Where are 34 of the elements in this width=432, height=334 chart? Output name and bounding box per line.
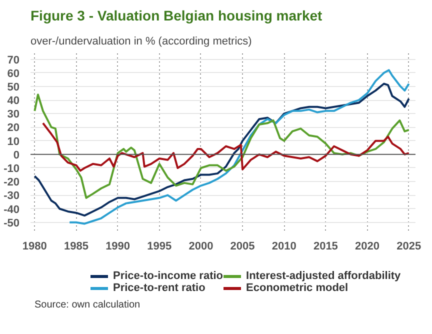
y-tick-label: -30 xyxy=(4,190,20,202)
y-tick-label: -20 xyxy=(4,176,20,189)
line-series xyxy=(34,94,410,199)
y-tick-label: 10 xyxy=(7,136,20,148)
y-tick-label: -50 xyxy=(4,217,20,230)
y-tick-label: 20 xyxy=(7,122,20,134)
x-tick-label: 2005 xyxy=(230,240,255,252)
line-series xyxy=(42,122,410,172)
x-tick-label: 1990 xyxy=(106,240,130,252)
y-tick-label: 50 xyxy=(7,81,20,94)
x-tick-label: 2000 xyxy=(188,240,214,252)
chart-title: Figure 3 - Valuation Belgian housing market xyxy=(30,8,323,24)
x-tick-label: 1980 xyxy=(22,240,47,252)
y-tick-label: 30 xyxy=(7,108,20,121)
x-tick-label: 2020 xyxy=(355,240,380,252)
y-tick-label: 0 xyxy=(13,149,20,162)
legend-label: Price-to-rent ratio xyxy=(113,282,206,294)
y-tick-label: 40 xyxy=(7,95,20,108)
chart-subtitle: over-/undervaluation in % (according metrics) xyxy=(30,36,252,48)
y-tick-label: -40 xyxy=(4,204,20,216)
line-series xyxy=(68,69,410,225)
x-tick-label: 1985 xyxy=(64,240,88,252)
x-tick-label: 2015 xyxy=(313,240,338,252)
x-tick-label: 2010 xyxy=(272,240,296,252)
legend-label: Econometric model xyxy=(246,282,348,294)
source-note: Source: own calculation xyxy=(34,300,140,310)
y-tick-label: 60 xyxy=(7,68,20,80)
line-series xyxy=(34,82,410,217)
legend-label: Interest-adjusted affordability xyxy=(246,270,401,282)
x-tick-label: 1995 xyxy=(147,240,172,252)
legend-label: Price-to-income ratio xyxy=(113,270,224,282)
y-tick-label: -10 xyxy=(4,162,20,175)
x-tick-label: 2025 xyxy=(396,240,422,252)
y-tick-label: 70 xyxy=(7,54,20,66)
